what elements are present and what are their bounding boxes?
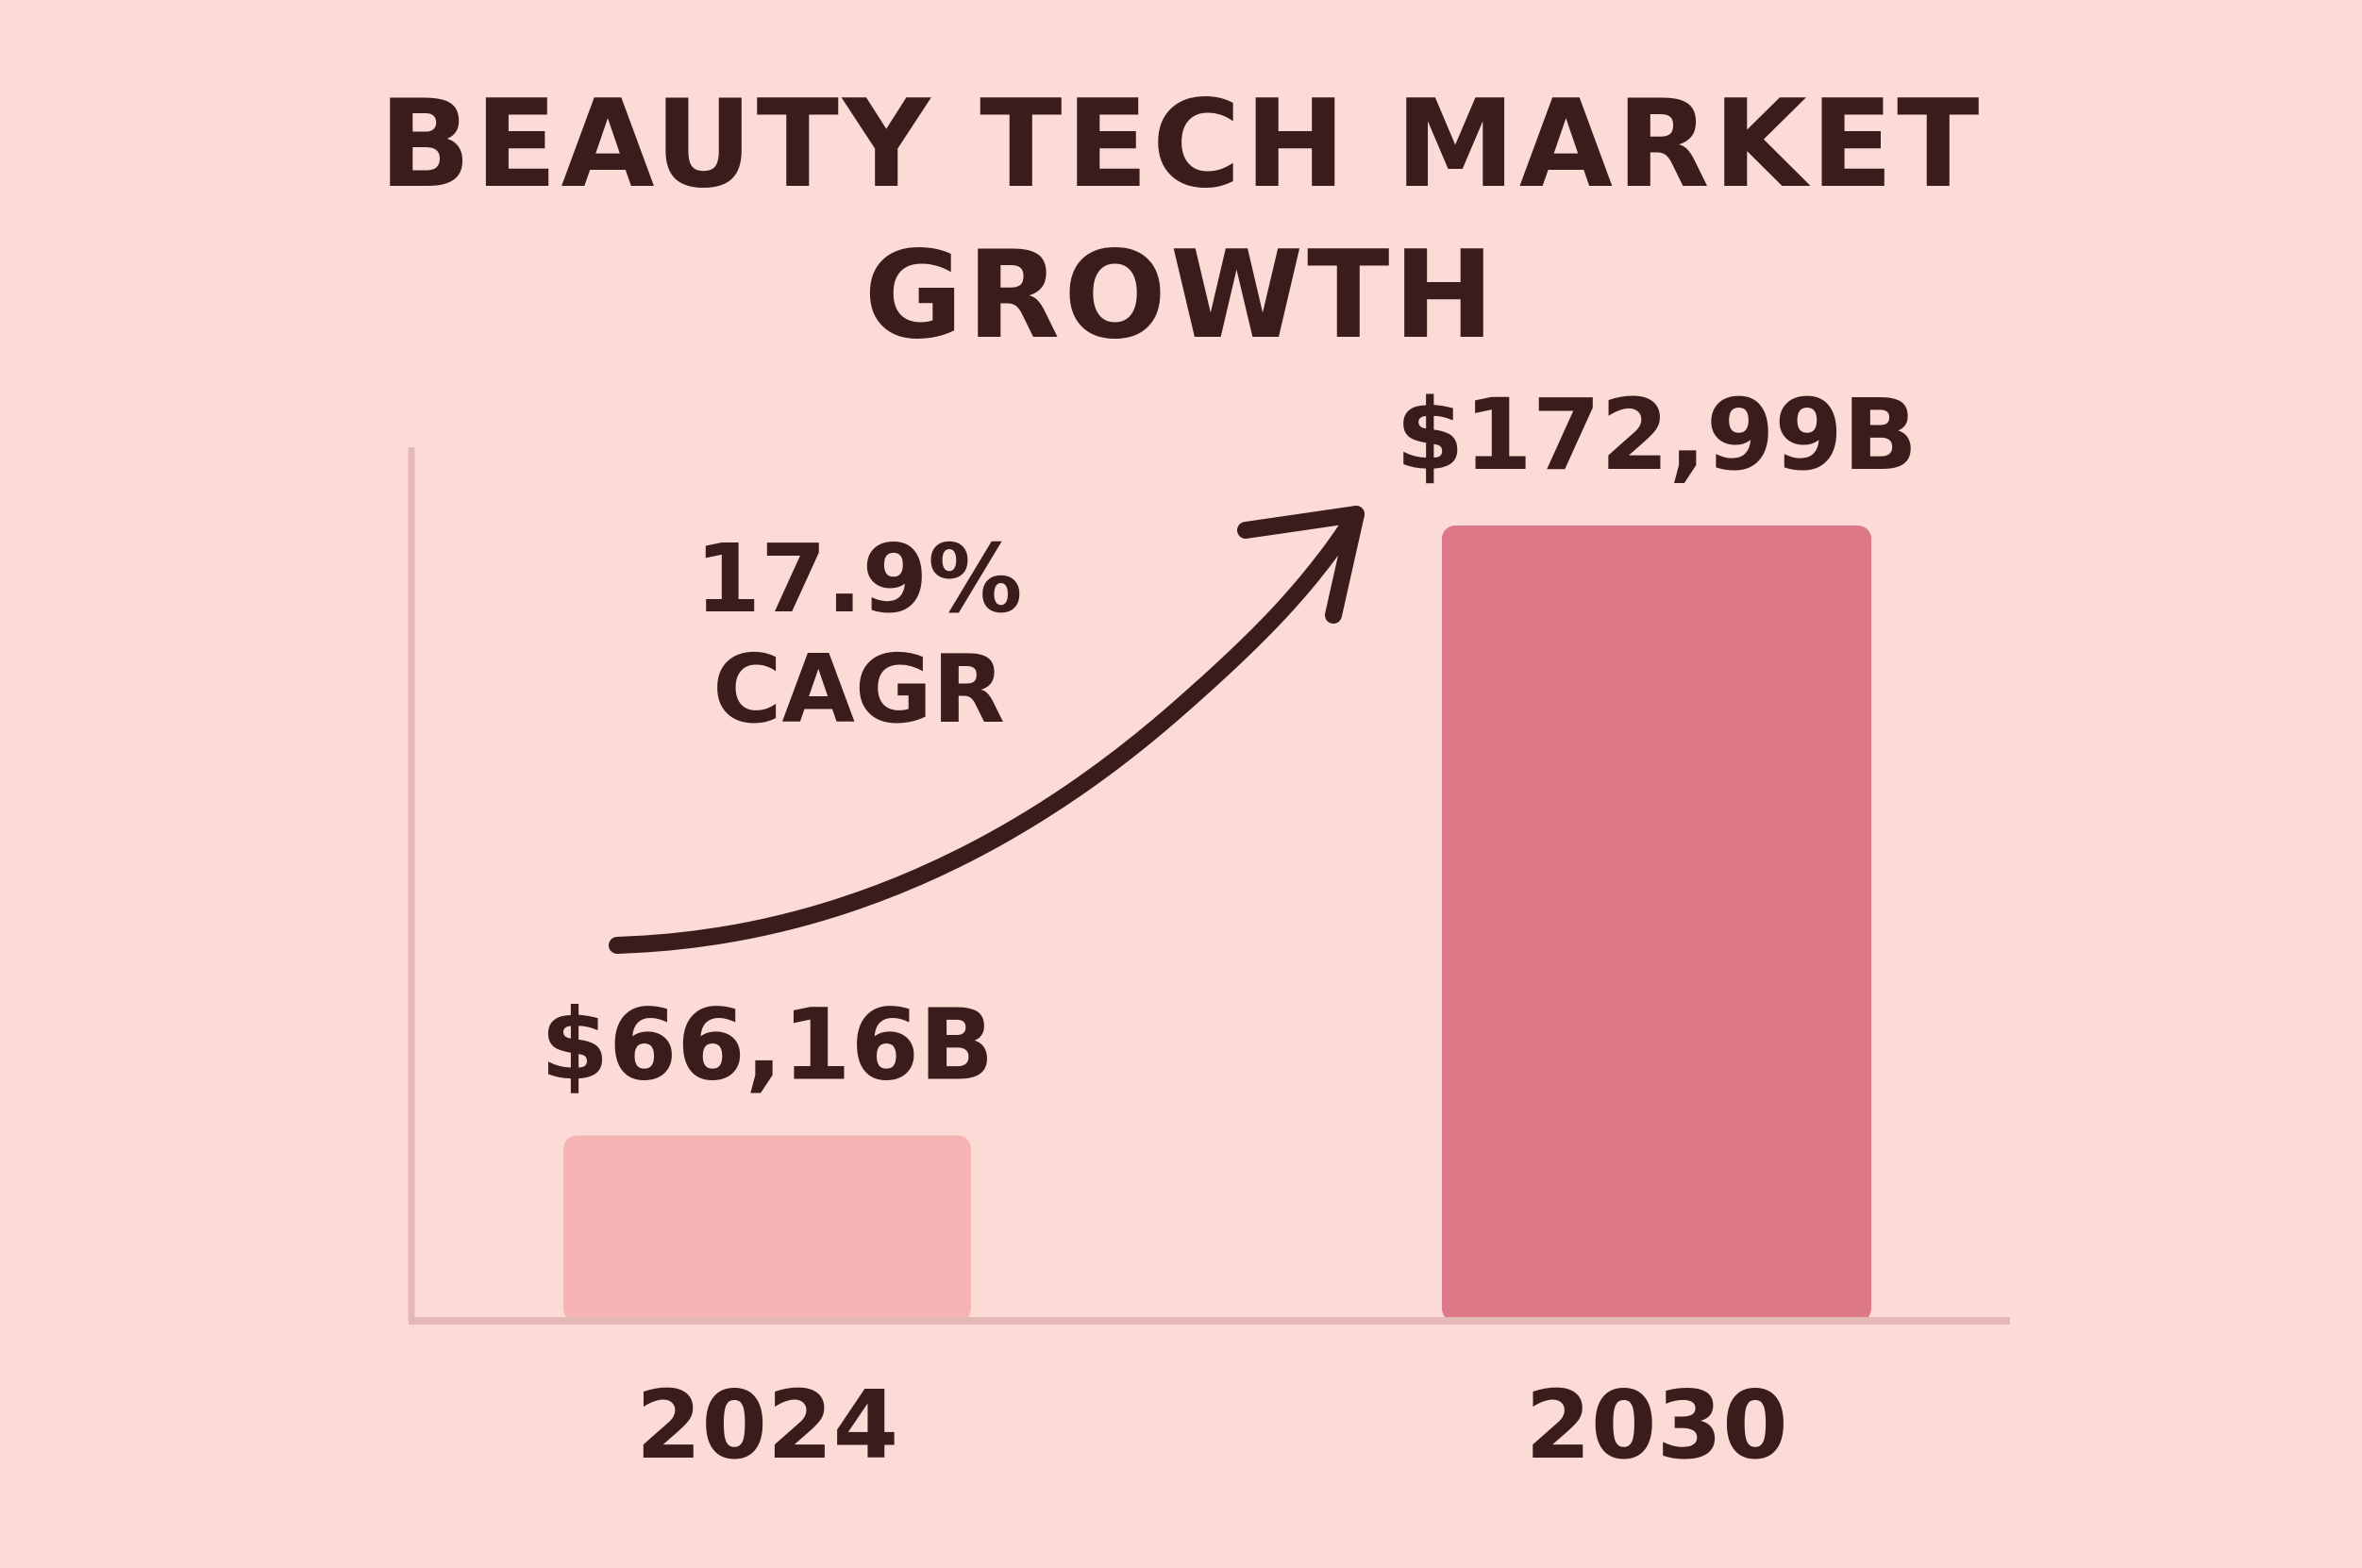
- cagr-label: CAGR: [712, 634, 1005, 744]
- data-label-2024: $66,16B: [541, 988, 995, 1103]
- growth-arrow-icon: [609, 506, 1365, 954]
- cagr-value: 17.9%: [695, 524, 1023, 634]
- x-tick-label-2024: 2024: [636, 1370, 898, 1480]
- bar-2030: [1442, 525, 1871, 1322]
- data-label-2030: $172,99B: [1396, 377, 1918, 492]
- chart-title-line-1: BEAUTY TECH MARKET: [378, 75, 1984, 215]
- bar-2024: [563, 1135, 971, 1322]
- x-tick-label-2030: 2030: [1525, 1370, 1787, 1480]
- chart-title-line-2: GROWTH: [863, 225, 1499, 366]
